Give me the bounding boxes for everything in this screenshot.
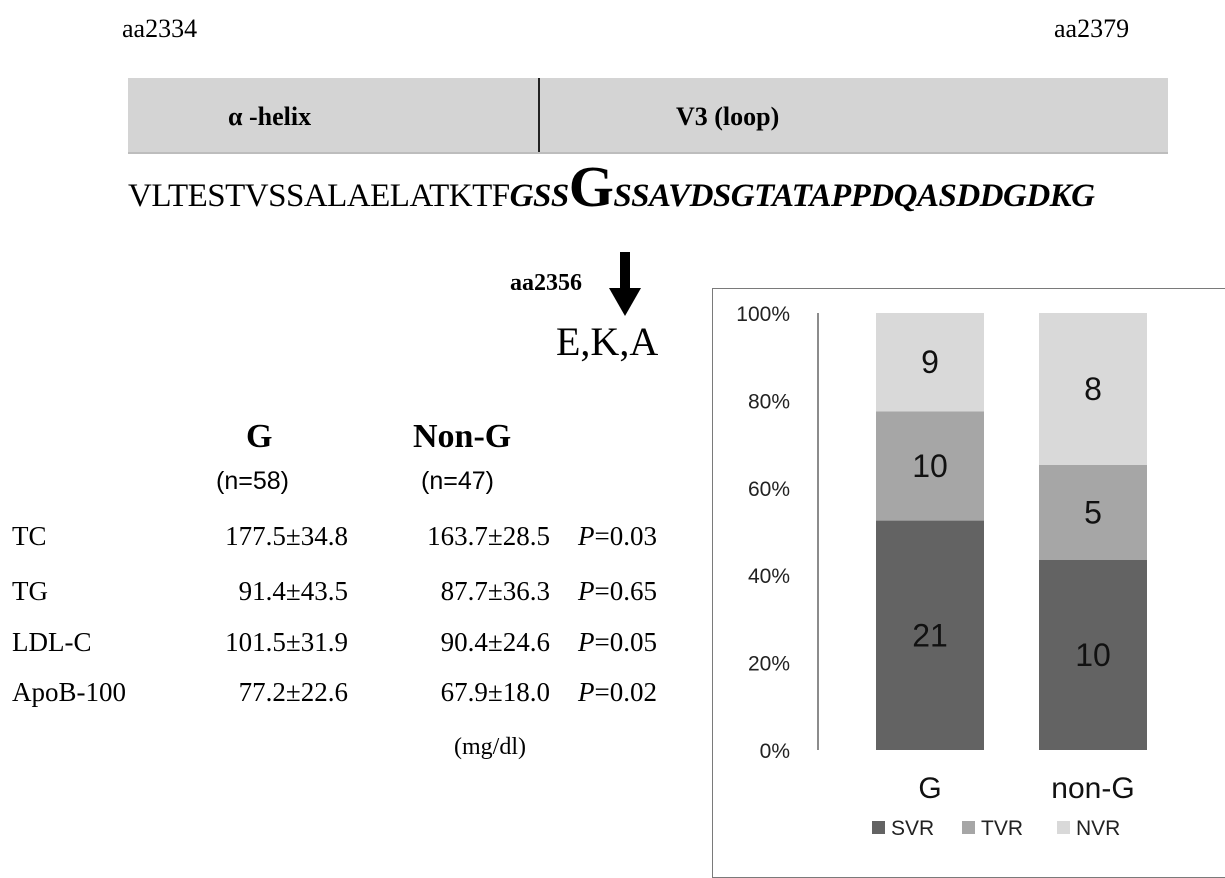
bar-data-label: 8 — [1084, 371, 1102, 407]
stacked-bar-chart: 0% 20% 40% 60% 80% 100% 21 10 9 G 10 5 8 non-G SVR TVR N… — [736, 303, 1147, 840]
row-p-tg: P=0.65 — [578, 576, 657, 607]
protein-domain-bar — [128, 78, 1168, 154]
y-tick-label: 0% — [760, 740, 790, 763]
col-g-header: G — [246, 418, 273, 455]
y-tick-label: 40% — [748, 565, 790, 588]
y-tick-label: 100% — [736, 303, 790, 326]
x-category-label: G — [918, 772, 941, 805]
v3-loop-label: V3 (loop) — [676, 102, 780, 131]
p-symbol: P — [578, 521, 595, 551]
row-p-tc: P=0.03 — [578, 521, 657, 552]
bar-segment-tvr — [876, 411, 984, 521]
legend-swatch-tvr — [962, 821, 975, 834]
row-g-apob: 77.2±22.6 — [238, 677, 348, 707]
p-symbol: P — [578, 627, 595, 657]
p-value: =0.02 — [594, 677, 657, 707]
row-g-tc: 177.5±34.8 — [225, 521, 348, 551]
bar-data-label: 10 — [1075, 637, 1111, 673]
col-g-n: (n=58) — [216, 467, 289, 495]
sequence-italic-before: GSS — [509, 178, 570, 214]
bar-data-label: 10 — [912, 448, 948, 484]
legend-label-tvr: TVR — [981, 817, 1023, 840]
col-nong-header: Non-G — [413, 418, 512, 455]
bar-segment-svr — [1039, 560, 1147, 750]
p-value: =0.65 — [594, 576, 657, 606]
sequence-italic-after: SSAVDSGTATAPPDQASDDGDKG — [613, 178, 1095, 214]
amino-acid-sequence: VLTESTVSSALAELATKTFGSSGSSAVDSGTATAPPDQAS… — [128, 158, 1095, 216]
row-name-tg: TG — [12, 576, 48, 606]
p-symbol: P — [578, 576, 595, 606]
legend-label-nvr: NVR — [1076, 817, 1120, 840]
row-p-ldl: P=0.05 — [578, 627, 657, 658]
p-value: =0.03 — [594, 521, 657, 551]
row-name-tc: TC — [12, 521, 47, 551]
row-name-ldl: LDL-C — [12, 627, 92, 657]
alpha-helix-label: α -helix — [228, 102, 312, 131]
sequence-site-residue: G — [568, 154, 614, 219]
bar-segment-tvr — [1039, 465, 1147, 560]
col-nong-n: (n=47) — [421, 467, 494, 495]
mutation-position-label: aa2356 — [510, 270, 582, 296]
unit-label: (mg/dl) — [454, 734, 526, 760]
end-aa-label: aa2379 — [1054, 14, 1130, 43]
row-nong-ldl: 90.4±24.6 — [440, 627, 550, 657]
row-name-apob: ApoB-100 — [12, 677, 126, 707]
y-tick-label: 20% — [748, 653, 790, 676]
row-nong-apob: 67.9±18.0 — [440, 677, 550, 707]
mutation-substitutions: E,K,A — [556, 319, 659, 364]
legend-label-svr: SVR — [891, 817, 934, 840]
row-p-apob: P=0.02 — [578, 677, 657, 708]
row-g-tg: 91.4±43.5 — [238, 576, 348, 606]
x-category-label: non-G — [1051, 772, 1134, 805]
y-tick-label: 60% — [748, 478, 790, 501]
row-g-ldl: 101.5±31.9 — [225, 627, 348, 657]
bar-segment-svr — [876, 520, 984, 750]
legend-swatch-nvr — [1057, 821, 1070, 834]
sequence-plain: VLTESTVSSALAELATKTF — [128, 178, 510, 214]
bar-data-label: 5 — [1084, 495, 1102, 531]
p-symbol: P — [578, 677, 595, 707]
bar-segment-nvr — [876, 313, 984, 412]
bar-segment-nvr — [1039, 313, 1147, 465]
domain-divider — [538, 78, 540, 152]
row-nong-tg: 87.7±36.3 — [440, 576, 550, 606]
p-value: =0.05 — [594, 627, 657, 657]
start-aa-label: aa2334 — [122, 14, 198, 43]
y-tick-label: 80% — [748, 390, 790, 413]
legend-swatch-svr — [872, 821, 885, 834]
mutation-arrow-icon — [609, 252, 641, 316]
bar-data-label: 21 — [912, 617, 948, 653]
bar-data-label: 9 — [921, 344, 939, 380]
row-nong-tc: 163.7±28.5 — [427, 521, 550, 551]
